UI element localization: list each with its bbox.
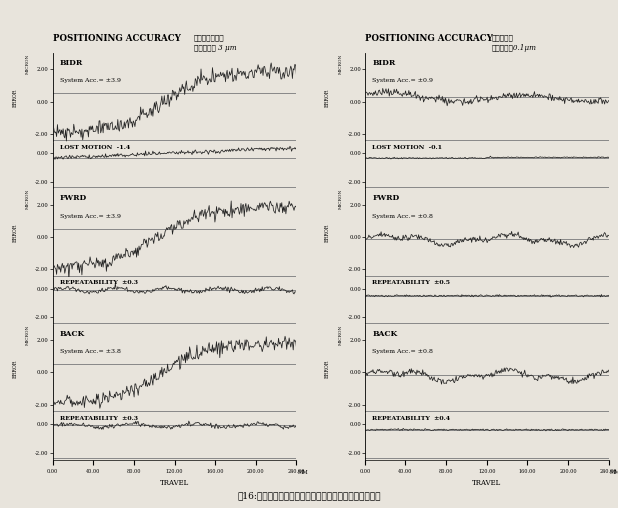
- Text: クローズド: クローズド: [492, 33, 514, 41]
- Text: 最小分解能 3 μm: 最小分解能 3 μm: [194, 44, 237, 52]
- Text: LOST MOTION  -0.1: LOST MOTION -0.1: [372, 145, 442, 150]
- Text: LOST MOTION  -1.4: LOST MOTION -1.4: [60, 145, 130, 150]
- Text: ERROR: ERROR: [12, 224, 17, 242]
- Text: System Acc.= ±0.9: System Acc.= ±0.9: [372, 78, 433, 83]
- Text: System Acc.= ±0.8: System Acc.= ±0.8: [372, 213, 433, 218]
- Text: MICRON: MICRON: [339, 53, 342, 74]
- Text: System Acc.= ±3.8: System Acc.= ±3.8: [60, 349, 121, 354]
- Text: REPEATABILITY  ±0.4: REPEATABILITY ±0.4: [372, 416, 451, 421]
- Text: MM: MM: [298, 470, 308, 475]
- Text: MICRON: MICRON: [339, 324, 342, 344]
- Text: FWRD: FWRD: [372, 194, 399, 202]
- Text: セミクローズド: セミクローズド: [194, 33, 225, 41]
- Text: BACK: BACK: [60, 330, 85, 338]
- Text: ERROR: ERROR: [324, 88, 329, 107]
- Text: BIDR: BIDR: [372, 58, 396, 67]
- Text: MICRON: MICRON: [26, 189, 30, 209]
- Text: MICRON: MICRON: [26, 53, 30, 74]
- X-axis label: TRAVEL: TRAVEL: [160, 479, 189, 487]
- Text: 囱16:セミクローズドとクローズド制御での位置決め精度: 囱16:セミクローズドとクローズド制御での位置決め精度: [237, 491, 381, 500]
- Text: REPEATABILITY  ±0.3: REPEATABILITY ±0.3: [60, 416, 138, 421]
- Text: ERROR: ERROR: [12, 359, 17, 377]
- Text: REPEATABILITY  ±0.3: REPEATABILITY ±0.3: [60, 280, 138, 285]
- Text: ERROR: ERROR: [324, 359, 329, 377]
- Text: MM: MM: [610, 470, 618, 475]
- Text: System Acc.= ±3.9: System Acc.= ±3.9: [60, 213, 121, 218]
- Text: FWRD: FWRD: [60, 194, 87, 202]
- Text: POSITIONING ACCURACY: POSITIONING ACCURACY: [365, 34, 493, 43]
- Text: MICRON: MICRON: [339, 189, 342, 209]
- Text: MICRON: MICRON: [26, 324, 30, 344]
- Text: 最小分解能0.1μm: 最小分解能0.1μm: [492, 44, 536, 52]
- Text: ERROR: ERROR: [12, 88, 17, 107]
- Text: System Acc.= ±3.9: System Acc.= ±3.9: [60, 78, 121, 83]
- Text: REPEATABILITY  ±0.5: REPEATABILITY ±0.5: [372, 280, 450, 285]
- Text: POSITIONING ACCURACY: POSITIONING ACCURACY: [53, 34, 180, 43]
- X-axis label: TRAVEL: TRAVEL: [472, 479, 501, 487]
- Text: System Acc.= ±0.8: System Acc.= ±0.8: [372, 349, 433, 354]
- Text: ERROR: ERROR: [324, 224, 329, 242]
- Text: BACK: BACK: [372, 330, 397, 338]
- Text: BIDR: BIDR: [60, 58, 83, 67]
